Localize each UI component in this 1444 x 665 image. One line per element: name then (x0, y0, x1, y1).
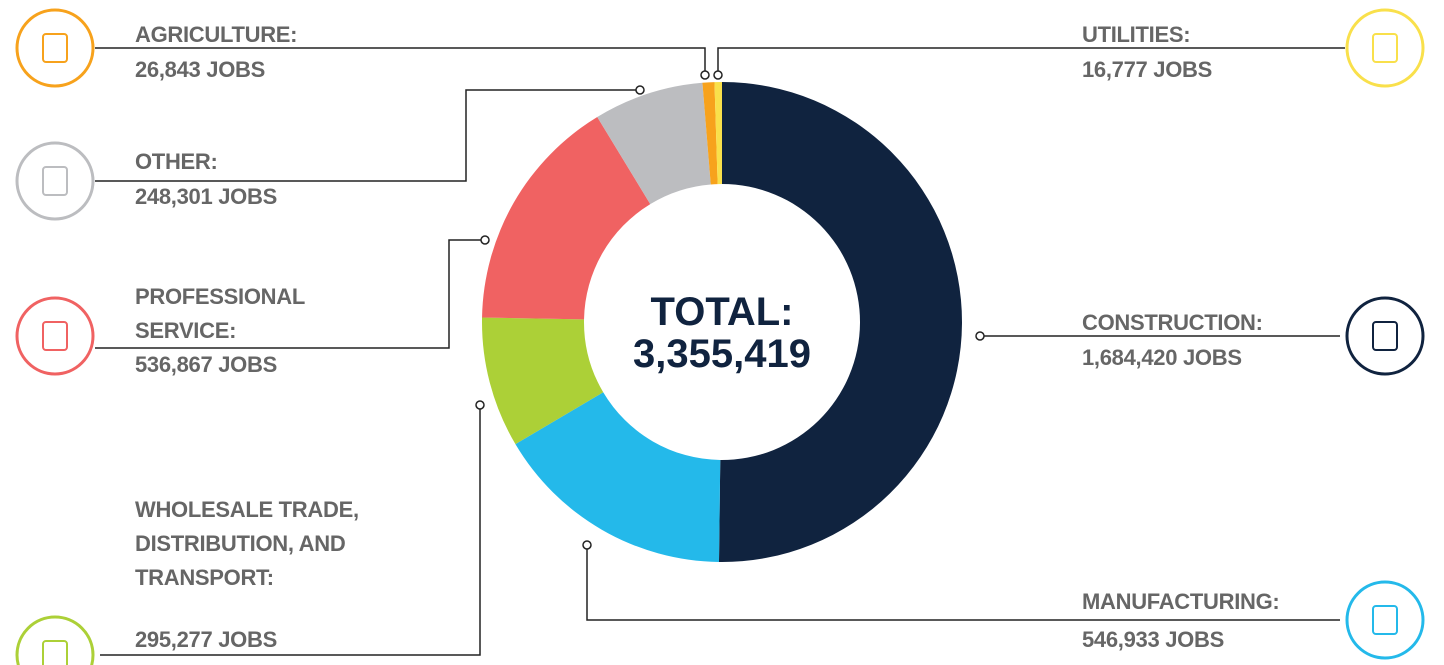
category-label: AGRICULTURE: (135, 22, 298, 47)
icon-glyph (42, 640, 68, 665)
leader-dot (700, 70, 710, 80)
icon (15, 8, 95, 88)
donut-slice (515, 392, 721, 562)
leader-dot (582, 540, 592, 550)
icon-glyph (42, 166, 68, 196)
donut-slice (718, 82, 962, 562)
value-label: 248,301 JOBS (135, 184, 277, 209)
leader-line (95, 239, 485, 349)
leader-line (586, 545, 1340, 621)
category-label: WHOLESALE TRADE, DISTRIBUTION, AND TRANS… (135, 497, 359, 590)
category-label: PROFESSIONAL SERVICE: (135, 284, 305, 343)
donut-slice (714, 82, 722, 185)
leader-dot (475, 400, 485, 410)
category-label: MANUFACTURING: (1082, 589, 1280, 614)
icon (1345, 8, 1425, 88)
donut-slice (702, 82, 718, 185)
leader-dot (975, 331, 985, 341)
center-value: 3,355,419 (633, 332, 811, 376)
icon (1345, 296, 1425, 376)
leader-dot (480, 235, 490, 245)
icon-glyph (1372, 33, 1398, 63)
leader-line (717, 47, 1345, 75)
icon-glyph (1372, 321, 1398, 351)
leader-line (95, 89, 640, 182)
icon (1345, 580, 1425, 660)
category-label: OTHER: (135, 149, 218, 174)
icon-glyph (42, 321, 68, 351)
donut-slice (482, 317, 604, 445)
leader-line (100, 405, 481, 656)
value-label: 295,277 JOBS (135, 627, 277, 652)
icon (15, 296, 95, 376)
value-label: 26,843 JOBS (135, 57, 266, 82)
icon-glyph (1372, 605, 1398, 635)
center-title: TOTAL: (650, 290, 794, 334)
category-label: CONSTRUCTION: (1082, 310, 1263, 335)
donut-slice (597, 82, 711, 205)
icon (15, 141, 95, 221)
value-label: 16,777 JOBS (1082, 57, 1213, 82)
category-label: UTILITIES: (1082, 22, 1191, 47)
value-label: 1,684,420 JOBS (1082, 345, 1242, 370)
value-label: 546,933 JOBS (1082, 627, 1224, 652)
value-label: 536,867 JOBS (135, 352, 277, 377)
leader-dot (635, 85, 645, 95)
leader-dot (713, 70, 723, 80)
leader-line (95, 47, 706, 75)
donut-slice (482, 116, 651, 320)
icon-glyph (42, 33, 68, 63)
